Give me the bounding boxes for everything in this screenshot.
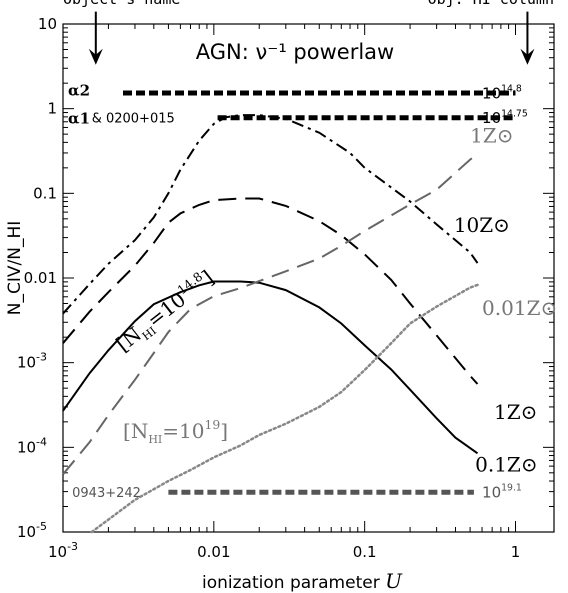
obj-hi-column: Obj. HI column [428, 0, 554, 8]
y-tick-label: 0.1 [33, 184, 57, 202]
left-arrow-head [88, 48, 103, 65]
tick-labels: 10-3 0.01 0.1 1 10 1 0.1 0.01 10-3 10-4 10-5 [17, 15, 520, 561]
right-arrow-head [520, 48, 535, 65]
x-tick-label: 0.1 [353, 543, 377, 561]
y-tick-label: 1 [47, 100, 57, 118]
lbl-1z-grey: 1Z⊙ [470, 124, 513, 148]
axis-ticks [62, 23, 554, 533]
lbl-001z: 0.01Z⊙ [482, 296, 557, 320]
0943-label: 0943+242 [72, 486, 141, 501]
lbl-10z: 10Z⊙ [454, 213, 510, 237]
y-tick-label: 0.01 [24, 269, 57, 287]
x-axis-label: ionization parameter U [202, 569, 403, 593]
chart-title: AGN: ν⁻¹ powerlaw [196, 40, 394, 64]
x-tick-label: 0.01 [197, 543, 230, 561]
0200-label: & 0200+015 [92, 112, 175, 127]
annotations: Object's name Obj. HI column α2 α1& 0200+01… [63, 0, 557, 501]
y-tick-label: 10-5 [17, 520, 47, 541]
alpha2-label: α2 [68, 81, 90, 99]
x-tick-label: 10-3 [48, 540, 78, 561]
series-line-1 [62, 197, 479, 385]
col-1475: 1014.75 [482, 108, 528, 127]
y-tick-label: 10-4 [17, 435, 47, 456]
pointer-arrows [88, 11, 535, 65]
series-line-2 [62, 280, 479, 455]
y-axis-label: N_CIV/N_HI [5, 221, 25, 315]
y-tick-label: 10 [38, 15, 57, 33]
alpha1-label: α1 [68, 109, 90, 127]
col-148: 1014.8 [482, 84, 522, 103]
lbl-1z: 1Z⊙ [494, 400, 537, 424]
lbl-nhi148: [NHI=1014.8] [110, 264, 220, 359]
series-line-3 [62, 153, 479, 475]
lbl-01z: 0.1Z⊙ [475, 452, 537, 476]
series-line-4 [90, 283, 479, 534]
series-lines [62, 90, 516, 534]
lbl-nhi19: [NHI=1019] [123, 417, 228, 446]
series-line-0 [62, 114, 479, 315]
col-191: 1019.1 [482, 483, 522, 502]
objects-name: Object's name [63, 0, 180, 8]
y-tick-label: 10-3 [17, 351, 47, 372]
x-tick-label: 1 [511, 543, 521, 561]
